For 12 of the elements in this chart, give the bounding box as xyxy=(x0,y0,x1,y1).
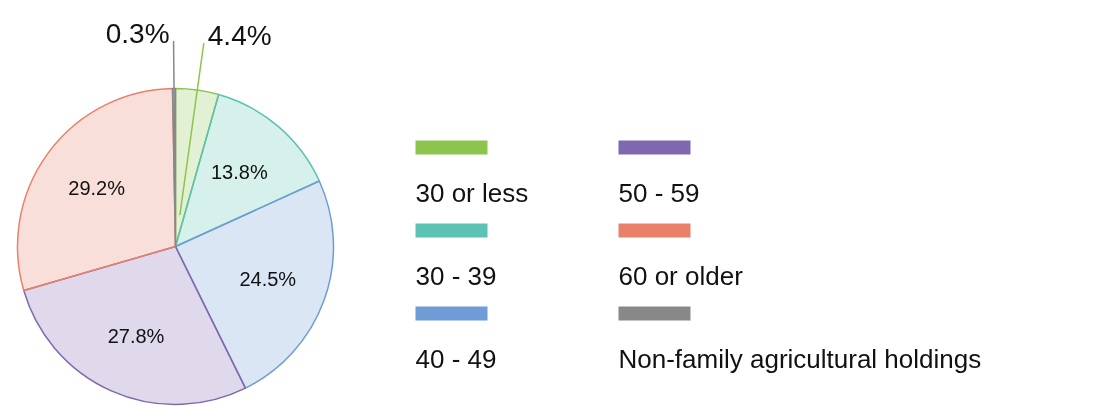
legend-label: 40 - 49 xyxy=(415,343,497,374)
data-label: 13.8% xyxy=(211,161,268,184)
data-label: 0.3% xyxy=(105,18,170,50)
legend-label: 50 - 59 xyxy=(618,177,700,208)
data-label: 4.4% xyxy=(207,20,272,52)
legend-label: Non-family agricultural holdings xyxy=(618,343,982,374)
legend-label: 60 or older xyxy=(618,260,744,291)
data-label: 24.5% xyxy=(239,268,297,291)
legend-label: 30 or less xyxy=(415,177,529,208)
data-label: 29.2% xyxy=(68,177,126,200)
data-label: 27.8% xyxy=(107,325,165,348)
legend-label: 30 - 39 xyxy=(415,260,497,291)
